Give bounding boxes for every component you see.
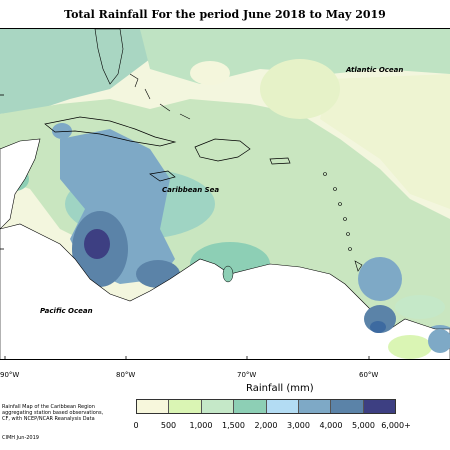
legend-bin-label: 1,500 xyxy=(222,421,245,430)
legend-bin-label: 3,000 xyxy=(287,421,310,430)
legend-swatch xyxy=(298,400,332,413)
legend-title: Rainfall (mm) xyxy=(246,383,314,394)
coastal-rainfall xyxy=(222,265,450,359)
legend-bin-label: 0 xyxy=(133,421,139,430)
cuba xyxy=(44,116,177,147)
legend-swatch xyxy=(137,400,170,413)
caribbean-sea-label: Caribbean Sea xyxy=(162,186,220,194)
legend-colorbar xyxy=(136,399,396,414)
land-masses xyxy=(0,29,450,359)
puerto-rico xyxy=(269,157,291,165)
legend-swatch xyxy=(331,400,364,413)
lon-tick-80w: 80°W xyxy=(116,371,136,379)
hispaniola xyxy=(194,138,251,162)
legend-swatch xyxy=(201,400,235,413)
atlantic-ocean-label: Atlantic Ocean xyxy=(346,66,404,74)
rainfall-field xyxy=(0,29,450,359)
lesser-antilles xyxy=(323,172,363,272)
legend-bin-label: 4,000 xyxy=(319,421,343,430)
lat-ticks xyxy=(0,94,4,250)
note-credit: CIMH Jun-2019 xyxy=(2,435,39,441)
legend-bin-label: 5,000 xyxy=(352,421,375,430)
legend-swatch xyxy=(169,400,202,413)
legend-swatch xyxy=(266,400,299,413)
legend-bin-label: 1,000 xyxy=(189,421,213,430)
legend-bin-label: 500 xyxy=(160,421,177,430)
lon-ticks xyxy=(4,356,370,359)
legend-swatch xyxy=(234,400,267,413)
bahamas xyxy=(129,73,191,120)
map-title: Total Rainfall For the period June 2018 … xyxy=(64,8,386,21)
jamaica xyxy=(149,170,176,182)
note-line-3: CF, with NCEP/NCAR Reanalysis Data xyxy=(2,416,95,422)
note-line-2: aggregating station based observations, xyxy=(2,410,104,416)
rainfall-map: Atlantic Ocean Caribbean Sea Pacific Oce… xyxy=(0,28,450,360)
lon-tick-60w: 60°W xyxy=(359,371,379,379)
note-line-1: Rainfall Map of the Caribbean Region xyxy=(2,404,95,410)
map-canvas xyxy=(0,29,450,359)
lon-tick-70w: 70°W xyxy=(237,371,257,379)
legend-bin-labels: 0 500 1,000 1,500 2,000 3,000 4,000 5,000 6,000+ xyxy=(133,421,414,433)
legend-bin-label: 6,000+ xyxy=(381,421,411,430)
pacific-ocean-label: Pacific Ocean xyxy=(40,307,93,315)
lon-tick-90w: 90°W xyxy=(0,371,20,379)
legend-bin-label: 2,000 xyxy=(254,421,278,430)
legend-swatch xyxy=(363,400,395,413)
